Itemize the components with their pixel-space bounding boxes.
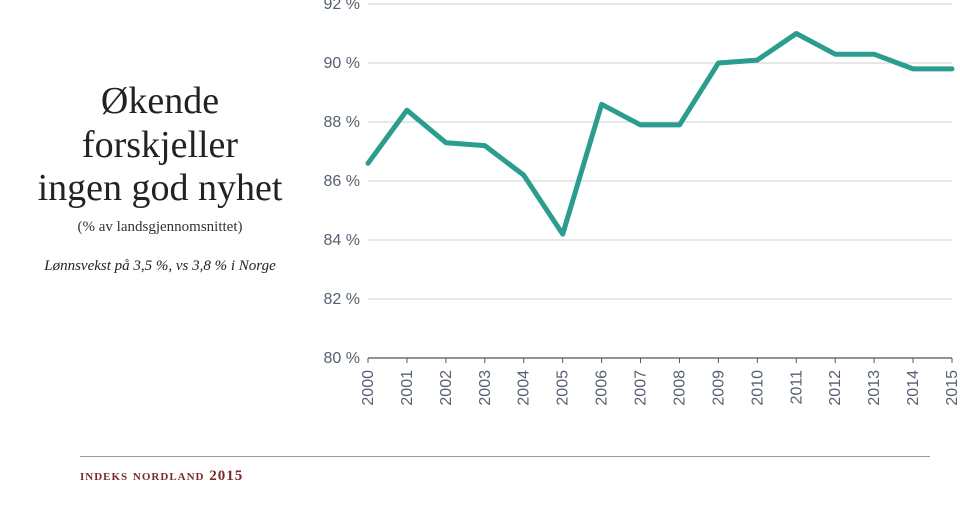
x-tick-label: 2014 xyxy=(905,370,922,406)
chart-container: 80 % 82 % 84 % 86 % 88 % 90 % 92 % 2000 2001 2002… xyxy=(310,0,960,445)
page-subtitle: (% av landsgjennomsnittet) xyxy=(20,219,300,236)
sidebar: Økende forskjeller ingen god nyhet (% av… xyxy=(20,80,300,275)
y-tick-label: 82 % xyxy=(324,291,360,308)
x-tick-label: 2005 xyxy=(555,370,572,406)
y-tick-label: 88 % xyxy=(324,114,360,131)
chart-bg xyxy=(310,0,960,430)
y-tick-label: 84 % xyxy=(324,232,360,249)
x-tick-label: 2012 xyxy=(827,370,844,406)
x-tick-label: 2001 xyxy=(399,370,416,406)
y-tick-label: 80 % xyxy=(324,350,360,367)
footer-text: indeks nordland 2015 xyxy=(80,468,243,485)
x-tick-label: 2002 xyxy=(438,370,455,406)
title-line-1: Økende xyxy=(101,80,219,122)
x-tick-label: 2010 xyxy=(749,370,766,406)
page-root: Økende forskjeller ingen god nyhet (% av… xyxy=(0,0,960,509)
x-tick-label: 2015 xyxy=(944,370,960,406)
x-tick-label: 2007 xyxy=(633,370,650,406)
x-tick-label: 2009 xyxy=(710,370,727,406)
y-tick-label: 92 % xyxy=(324,0,360,13)
x-tick-label: 2011 xyxy=(788,370,805,405)
x-tick-label: 2006 xyxy=(594,370,611,406)
line-chart: 80 % 82 % 84 % 86 % 88 % 90 % 92 % 2000 2001 2002… xyxy=(310,0,960,430)
x-tick-label: 2008 xyxy=(671,370,688,406)
x-tick-label: 2004 xyxy=(516,370,533,406)
page-note: Lønnsvekst på 3,5 %, vs 3,8 % i Norge xyxy=(20,258,300,275)
footer-divider xyxy=(80,456,930,457)
page-title: Økende forskjeller ingen god nyhet xyxy=(20,80,300,211)
x-tick-label: 2003 xyxy=(477,370,494,406)
x-tick-label: 2013 xyxy=(866,370,883,406)
title-line-3: ingen god nyhet xyxy=(38,167,283,209)
y-tick-label: 86 % xyxy=(324,173,360,190)
title-line-2: forskjeller xyxy=(82,124,238,166)
x-tick-label: 2000 xyxy=(360,370,377,406)
y-tick-label: 90 % xyxy=(324,55,360,72)
